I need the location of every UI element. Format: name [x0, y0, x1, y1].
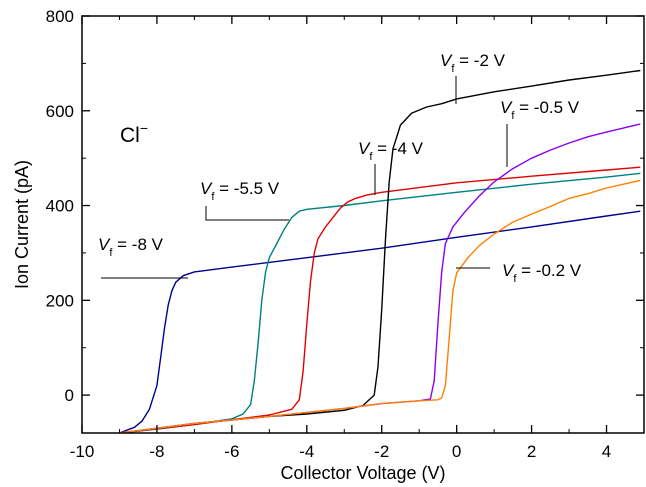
y-tick-label: 200 [46, 291, 74, 310]
curve-label: Vf = -5.5 V [200, 179, 280, 203]
x-tick-label: -8 [149, 442, 164, 461]
y-tick-label: 400 [46, 197, 74, 216]
y-tick-label: 0 [65, 386, 74, 405]
x-tick-label: 0 [452, 442, 461, 461]
curve-label-value: = -0.2 V [516, 261, 581, 280]
species-label-charge: − [140, 120, 148, 136]
x-tick-label: -10 [70, 442, 95, 461]
y-axis-title: Ion Current (pA) [12, 160, 32, 289]
x-axis-title: Collector Voltage (V) [280, 463, 445, 483]
series-line [120, 167, 641, 433]
x-tick-label: -4 [299, 442, 314, 461]
series-line [120, 180, 641, 433]
curve-label: Vf = -0.2 V [502, 261, 582, 285]
curve-label-value: = -0.5 V [514, 98, 579, 117]
series-line [120, 173, 641, 433]
curve-label: Vf = -2 V [440, 51, 506, 75]
curve-group [120, 71, 641, 434]
leader-line [206, 206, 289, 220]
curve-label: Vf = -0.5 V [500, 98, 580, 122]
curve-label-value: = -4 V [372, 139, 423, 158]
x-tick-label: -2 [374, 442, 389, 461]
curve-label: Vf = -8 V [98, 235, 164, 259]
species-label-base: Cl [120, 124, 140, 147]
y-tick-label: 800 [46, 7, 74, 26]
axis-ticks: -10 -8 -6 -4 -2 0 2 4 0 200 400 600 800 [46, 7, 644, 461]
y-tick-label: 600 [46, 102, 74, 121]
curve-label-value: = -8 V [112, 235, 163, 254]
curve-label-value: = -5.5 V [214, 179, 279, 198]
series-line [120, 211, 641, 433]
species-label: Cl− [120, 120, 148, 147]
x-tick-label: 2 [527, 442, 536, 461]
curve-label-value: = -2 V [454, 51, 505, 70]
x-tick-label: -6 [224, 442, 239, 461]
curve-annotations: Vf = -8 V Vf = -5.5 V Vf = -4 V Vf = -2 V Vf… [98, 51, 582, 285]
plot-frame [82, 16, 644, 433]
curve-label: Vf = -4 V [358, 139, 424, 163]
series-line [120, 71, 641, 434]
x-tick-label: 4 [602, 442, 611, 461]
